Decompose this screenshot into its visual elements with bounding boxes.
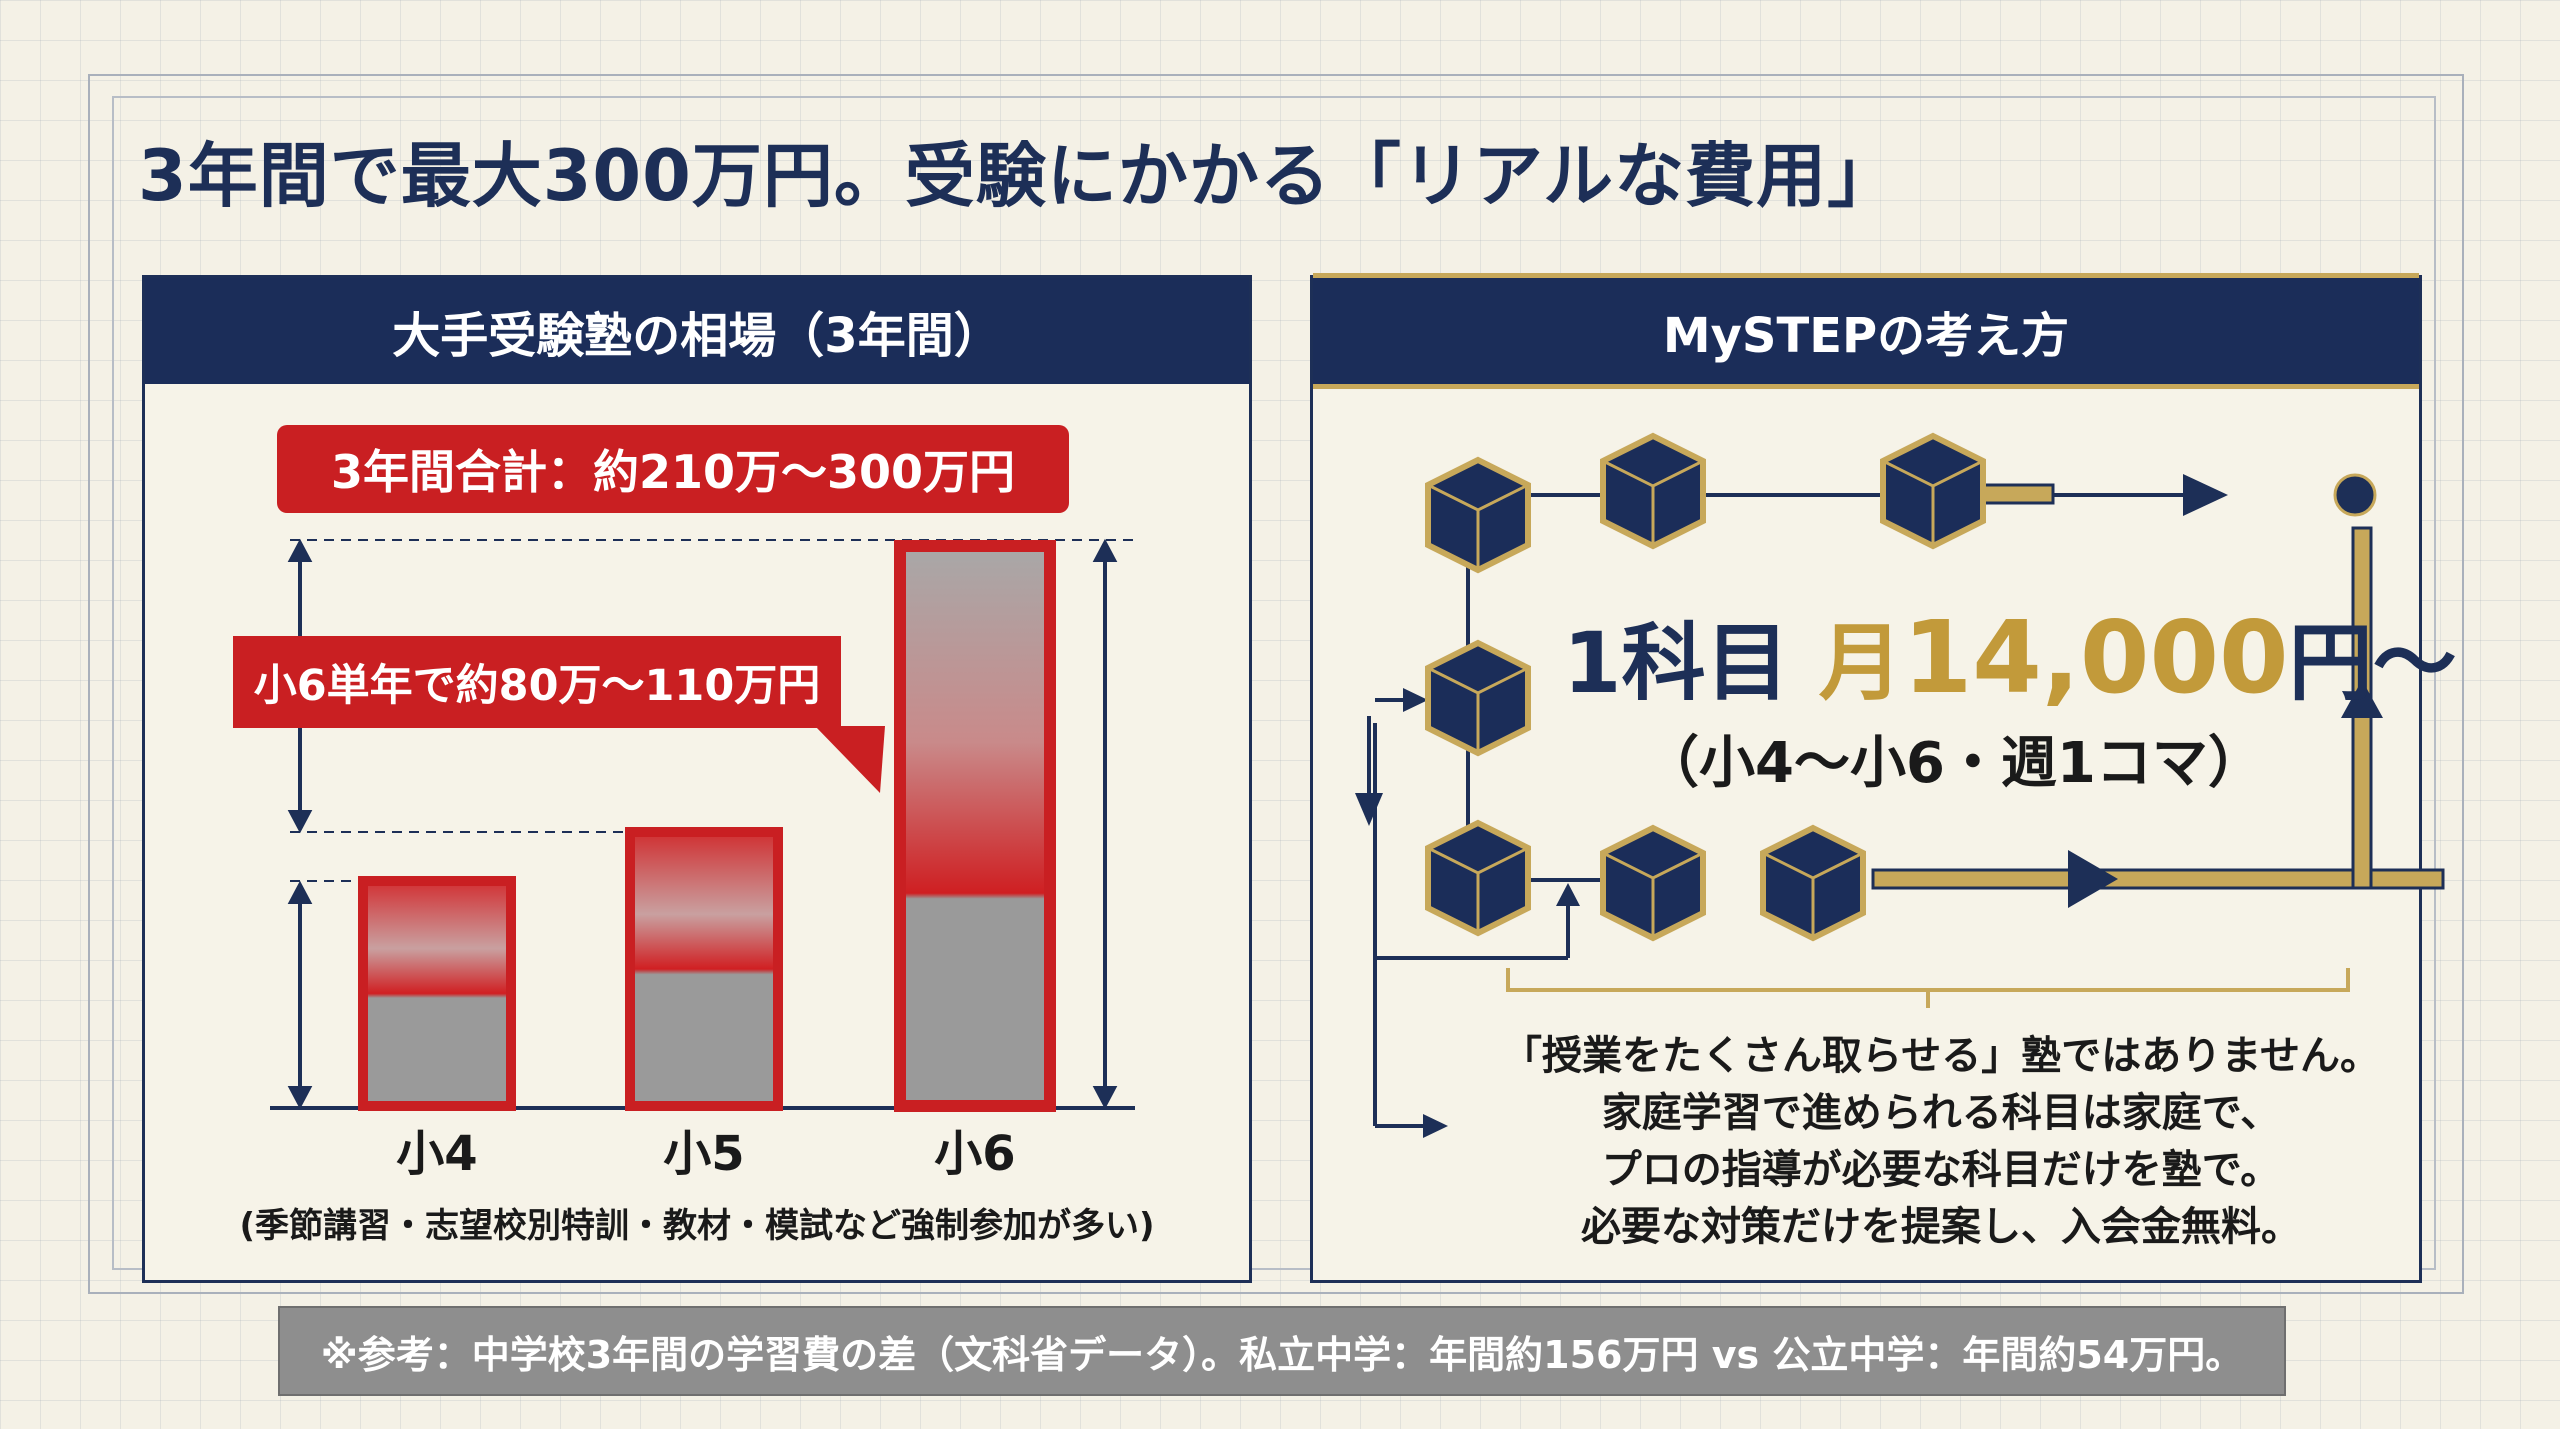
footer-note: ※参考：中学校3年間の学習費の差（文科省データ）。私立中学：年間約156万円 v… [278,1306,2286,1396]
price-prefix: 1科目 [1563,614,1790,712]
bubble-tail [815,726,885,793]
message-line: 「授業をたくさん取らせる」塾ではありません。 [1502,1033,2380,1079]
cube-icon [1883,436,1983,546]
chart-note: (季節講習・志望校別特訓・教材・模試など強制参加が多い) [239,1206,1155,1246]
cube-icon [1603,828,1703,938]
bar-grade6 [894,540,1056,1112]
price-month: 月 [1818,614,1903,712]
grade6-cost-label: 小6単年で約80万〜110万円 [233,636,841,728]
price-text: 1科目 月14,000円〜 [1563,596,2457,717]
panel-header-right: MySTEPの考え方 [1313,278,2419,389]
policy-message: 「授業をたくさん取らせる」塾ではありません。 家庭学習で進められる科目は家庭で、… [1463,1028,2419,1256]
cost-bar-chart [270,538,1135,1112]
price-suffix: 円〜 [2288,614,2457,712]
juku-cost-panel: 大手受験塾の相場（3年間） [142,275,1252,1283]
cube-icon [1763,828,1863,938]
cube-icon [1428,823,1528,933]
arrow-right-icon [2183,474,2228,516]
message-line: 家庭学習で進められる科目は家庭で、 [1601,1090,2281,1136]
cube-icon [1428,460,1528,570]
grade-label-5: 小5 [663,1126,745,1182]
total-cost-label: 3年間合計：約210万〜300万円 [277,425,1069,513]
message-line: 必要な対策だけを提案し、入会金無料。 [1581,1204,2301,1250]
arrow-right-icon [2068,850,2118,908]
bar-grade4 [358,876,516,1111]
flow-diagram [1355,278,2445,1138]
bar-grade5 [625,827,783,1111]
page-title: 3年間で最大300万円。受験にかかる「リアルな費用」 [138,135,1899,217]
price-subtext: （小4〜小6・週1コマ） [1643,731,2264,796]
frame-inner [112,96,2436,1270]
grade-label-4: 小4 [396,1126,478,1182]
message-line: プロの指導が必要な科目だけを塾で。 [1601,1147,2281,1193]
mystep-panel: MySTEPの考え方 [1310,275,2457,1283]
end-node [2333,473,2377,517]
arrow-up-icon [2341,680,2383,718]
frame-outer [88,74,2464,1294]
panel-header-left: 大手受験塾の相場（3年間） [145,278,1249,384]
price-amount: 14,000 [1902,599,2289,716]
cube-icon [1428,643,1528,753]
grade-label-6: 小6 [934,1126,1016,1182]
cube-icon [1603,436,1703,546]
